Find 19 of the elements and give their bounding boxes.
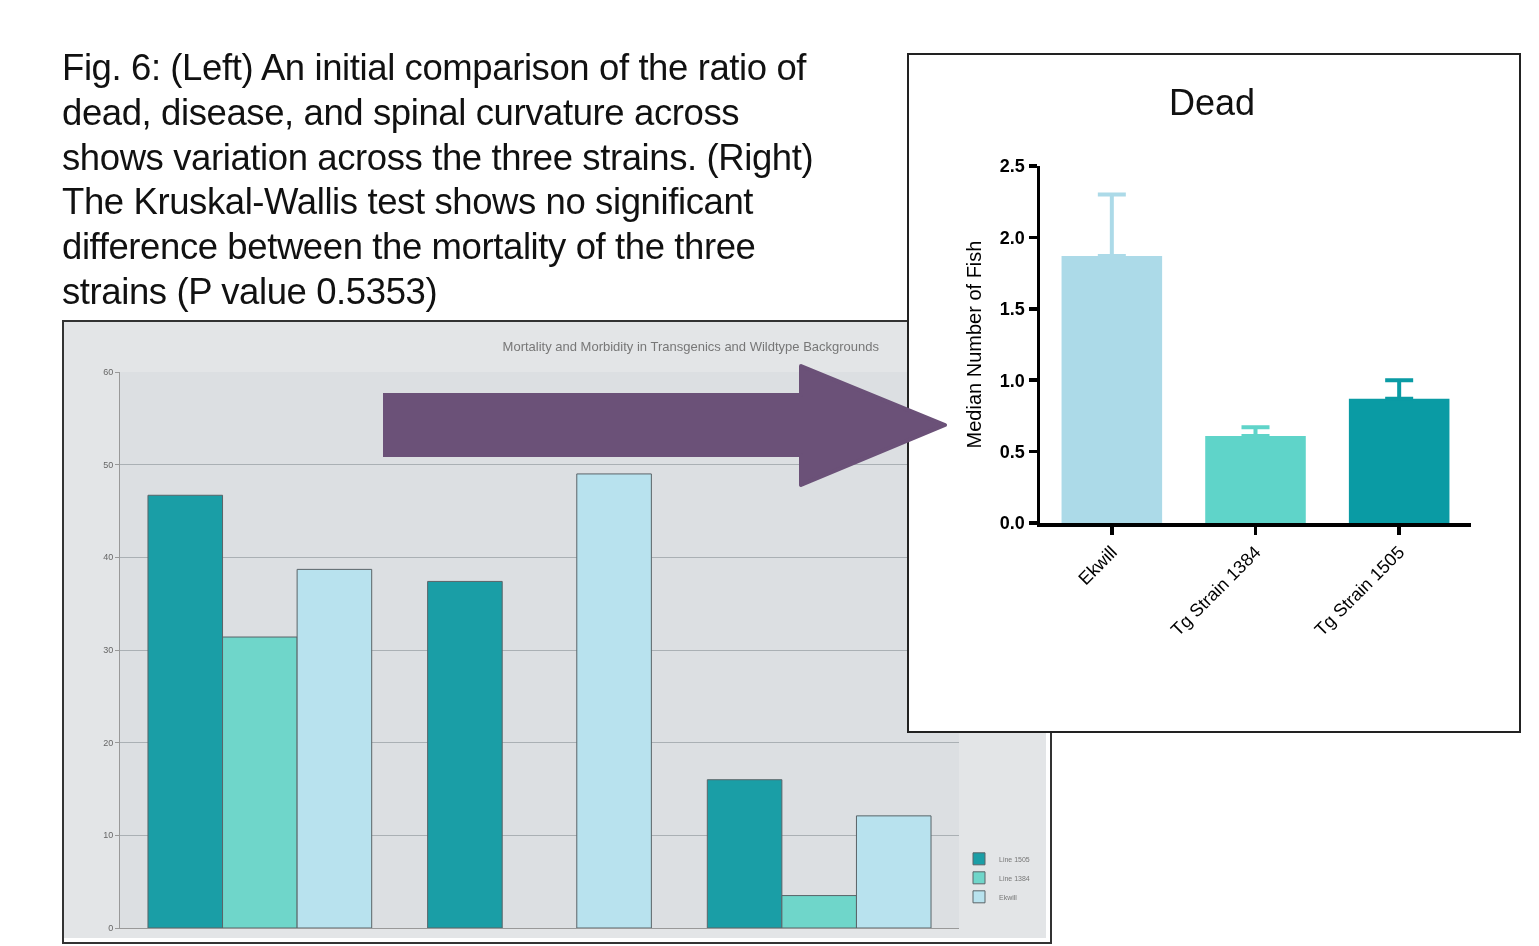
bar [427,580,503,928]
bar [576,473,652,928]
y-tick-label: 0 [108,923,114,934]
y-tick-label: 50 [103,459,114,470]
y-axis-title: Median Number of Fish [962,240,985,449]
y-tick-label: 2.5 [999,156,1025,177]
y-tick-label: 60 [103,367,114,378]
y-tick-label: 40 [103,552,114,563]
y-tick-label: 2.0 [999,227,1025,248]
chart-title: Mortality and Morbidity in Transgenics and Wildtype Backgrounds [502,339,880,355]
y-tick-label: 0.0 [999,513,1025,534]
y-tick-label: 20 [103,737,114,748]
chart-title: Dead [1168,81,1256,123]
y-tick-label: 10 [103,830,114,841]
caption: Fig. 6: (Left) An initial comparison of the ratio of dead, disease, and spinal curvature across shows variation across the three strains. (Right) The Kruskal-Wallis test shows no significant difference between the mortality of the three strains (P value 0.5353) [62,46,815,314]
y-tick-label: 1.5 [999,299,1025,320]
y-tick-label: 30 [103,645,114,656]
y-tick-label: 0.5 [999,441,1025,462]
y-tick-label: 1.0 [999,370,1025,391]
